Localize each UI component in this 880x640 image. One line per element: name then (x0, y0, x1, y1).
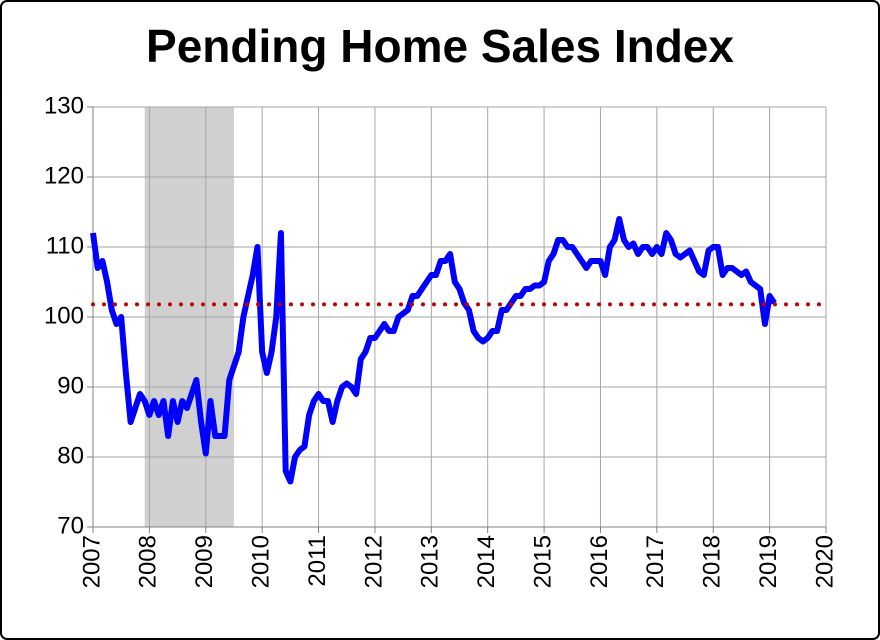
y-tick-label: 120 (44, 162, 84, 189)
x-tick-label: 2008 (135, 535, 162, 588)
y-tick-label: 110 (46, 232, 84, 259)
x-tick-label: 2009 (191, 535, 218, 588)
x-tick-label: 2018 (699, 535, 726, 588)
y-tick-label: 130 (44, 92, 84, 119)
x-tick-label: 2011 (304, 535, 331, 587)
x-tick-label: 2020 (811, 535, 838, 588)
x-tick-label: 2015 (529, 535, 556, 588)
x-tick-label: 2010 (247, 535, 274, 588)
x-tick-label: 2007 (78, 535, 105, 588)
index-line (90, 216, 777, 485)
x-tick-label: 2019 (755, 535, 782, 588)
chart-title: Pending Home Sales Index (146, 20, 734, 72)
x-tick-label: 2017 (642, 535, 669, 588)
x-tick-label: 2012 (360, 535, 387, 588)
y-tick-label: 100 (44, 302, 84, 329)
y-tick-label: 80 (57, 442, 84, 469)
x-tick-label: 2014 (473, 535, 500, 588)
y-tick-label: 90 (57, 372, 84, 399)
x-tick-label: 2013 (417, 535, 444, 588)
x-tick-label: 2016 (586, 535, 613, 588)
y-tick-label: 70 (57, 512, 84, 539)
